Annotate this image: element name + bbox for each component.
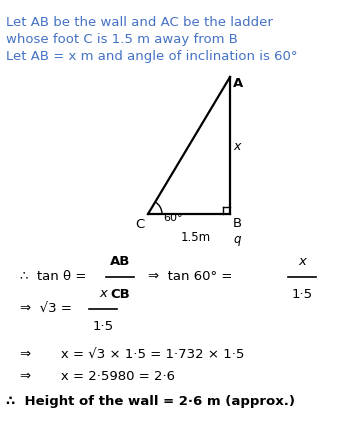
Text: ⇒       x = √3 × 1·5 = 1·732 × 1·5: ⇒ x = √3 × 1·5 = 1·732 × 1·5: [20, 347, 244, 360]
Text: 60°: 60°: [163, 213, 182, 223]
Text: CB: CB: [110, 287, 130, 300]
Text: q: q: [233, 233, 240, 246]
Text: ∴  Height of the wall = 2·6 m (approx.): ∴ Height of the wall = 2·6 m (approx.): [6, 394, 295, 407]
Text: C: C: [135, 217, 144, 230]
Text: ⇒       x = 2·5980 = 2·6: ⇒ x = 2·5980 = 2·6: [20, 369, 175, 382]
Text: ⇒  √3 =: ⇒ √3 =: [20, 301, 72, 314]
Text: ⇒  tan 60° =: ⇒ tan 60° =: [148, 270, 232, 283]
Text: Let AB be the wall and AC be the ladder: Let AB be the wall and AC be the ladder: [6, 16, 273, 29]
Text: B: B: [233, 217, 242, 230]
Text: 1.5m: 1.5m: [181, 230, 211, 243]
Text: Let AB = x m and angle of inclination is 60°: Let AB = x m and angle of inclination is…: [6, 50, 298, 63]
Text: A: A: [233, 77, 243, 90]
Text: x: x: [233, 140, 240, 153]
Text: 1·5: 1·5: [93, 319, 114, 332]
Text: whose foot C is 1.5 m away from B: whose foot C is 1.5 m away from B: [6, 33, 238, 46]
Text: x: x: [99, 286, 107, 299]
Text: ∴  tan θ =: ∴ tan θ =: [20, 270, 86, 283]
Text: AB: AB: [110, 254, 130, 267]
Text: x: x: [298, 254, 306, 267]
Text: 1·5: 1·5: [292, 287, 313, 300]
